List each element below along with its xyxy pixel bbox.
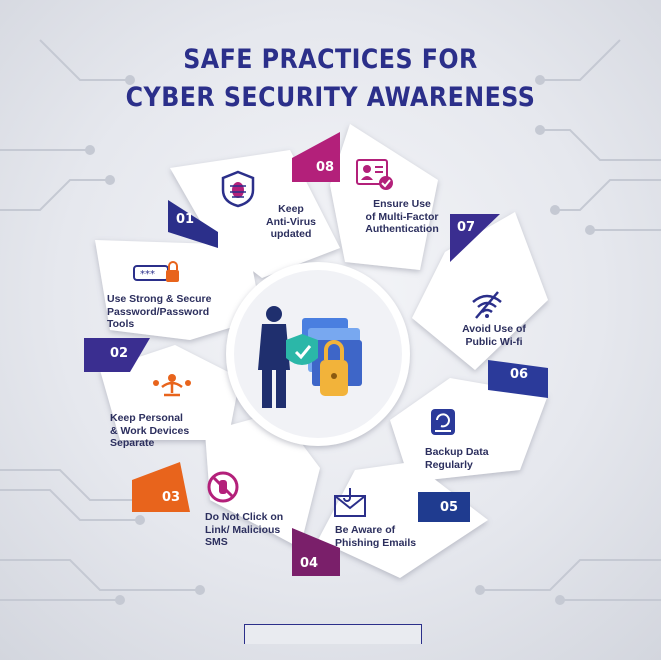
petal-06 (390, 378, 548, 482)
footer-tab (244, 624, 422, 644)
tab-07 (450, 214, 500, 262)
svg-text:***: *** (140, 269, 155, 280)
backup-drive-icon (431, 409, 455, 435)
title-line-2: CYBER SECURITY AWARENESS (125, 82, 536, 113)
practice-number-01: 01 (176, 212, 195, 227)
practice-label-02: Use Strong & Secure Password/Password To… (107, 293, 212, 330)
practice-label-03: Keep Personal & Work Devices Separate (110, 412, 190, 449)
practice-number-05: 05 (440, 500, 459, 515)
practice-number-07: 07 (457, 220, 476, 235)
phishing-email-icon (334, 488, 366, 517)
password-lock-icon: *** (133, 261, 179, 282)
tab-01 (168, 200, 218, 248)
petal-08 (330, 124, 438, 270)
petal-04 (205, 412, 320, 548)
wifi-off-icon (472, 291, 502, 319)
shield-bug-icon (221, 170, 255, 208)
tab-02 (84, 338, 150, 372)
practice-label-08: Ensure Use of Multi-Factor Authenticatio… (365, 198, 439, 235)
practice-label-01: Keep Anti-Virus updated (266, 203, 316, 240)
tab-04 (292, 528, 340, 576)
practice-label-06: Backup Data Regularly (425, 446, 489, 471)
practice-number-04: 04 (300, 556, 319, 571)
practice-label-05: Be Aware of Phishing Emails (335, 524, 417, 549)
no-click-hand-icon (207, 471, 239, 503)
tab-08 (292, 132, 340, 182)
title-line-1: SAFE PRACTICES FOR (183, 44, 478, 75)
work-life-balance-icon (153, 374, 191, 397)
practice-label-07: Avoid Use of Public Wi-fi (462, 323, 526, 348)
practice-number-08: 08 (316, 160, 335, 175)
practice-number-03: 03 (162, 490, 181, 505)
security-guard-illustration (258, 306, 362, 408)
petal-03 (100, 345, 240, 440)
practice-number-02: 02 (110, 346, 129, 361)
tab-03 (132, 462, 190, 512)
petal-02 (95, 240, 262, 340)
practice-number-06: 06 (510, 367, 529, 382)
tab-05 (418, 492, 470, 522)
petal-07 (412, 212, 548, 370)
practice-label-04: Do Not Click on Link/ Malicious SMS (205, 511, 284, 548)
id-card-check-icon (356, 159, 393, 190)
petal-05 (318, 462, 488, 578)
tab-06 (488, 360, 548, 398)
